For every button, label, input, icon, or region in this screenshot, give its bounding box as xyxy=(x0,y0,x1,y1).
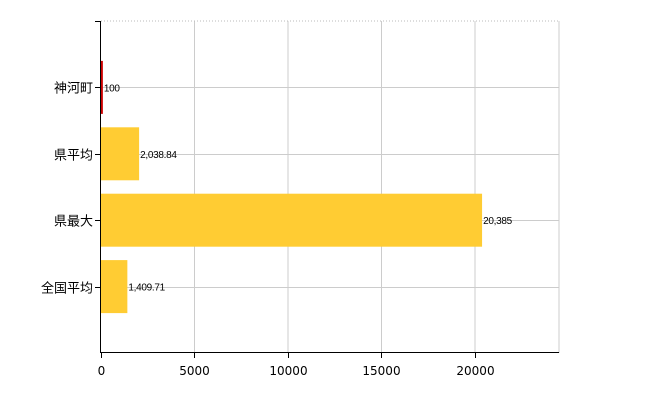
category-label: 県平均 xyxy=(54,149,93,164)
x-tick-label: 0 xyxy=(98,364,106,378)
x-tick-label: 20000 xyxy=(456,364,494,378)
data-label: 2,038.84 xyxy=(140,150,177,161)
bars xyxy=(101,60,483,314)
data-label: 20,385 xyxy=(483,216,513,227)
axes xyxy=(95,21,559,358)
x-tick-label: 5000 xyxy=(179,364,210,378)
category-label: 神河町 xyxy=(54,82,93,97)
category-label: 県最大 xyxy=(54,215,93,230)
category-label: 全国平均 xyxy=(41,281,93,297)
x-tick-label: 10000 xyxy=(269,364,307,378)
bar xyxy=(101,260,128,314)
gridlines xyxy=(101,20,560,353)
bar xyxy=(101,193,483,247)
x-tick-label: 15000 xyxy=(362,364,400,378)
bar xyxy=(101,60,103,114)
bar xyxy=(101,127,140,181)
data-label: 100 xyxy=(104,83,121,94)
data-label: 1,409.71 xyxy=(128,283,165,294)
